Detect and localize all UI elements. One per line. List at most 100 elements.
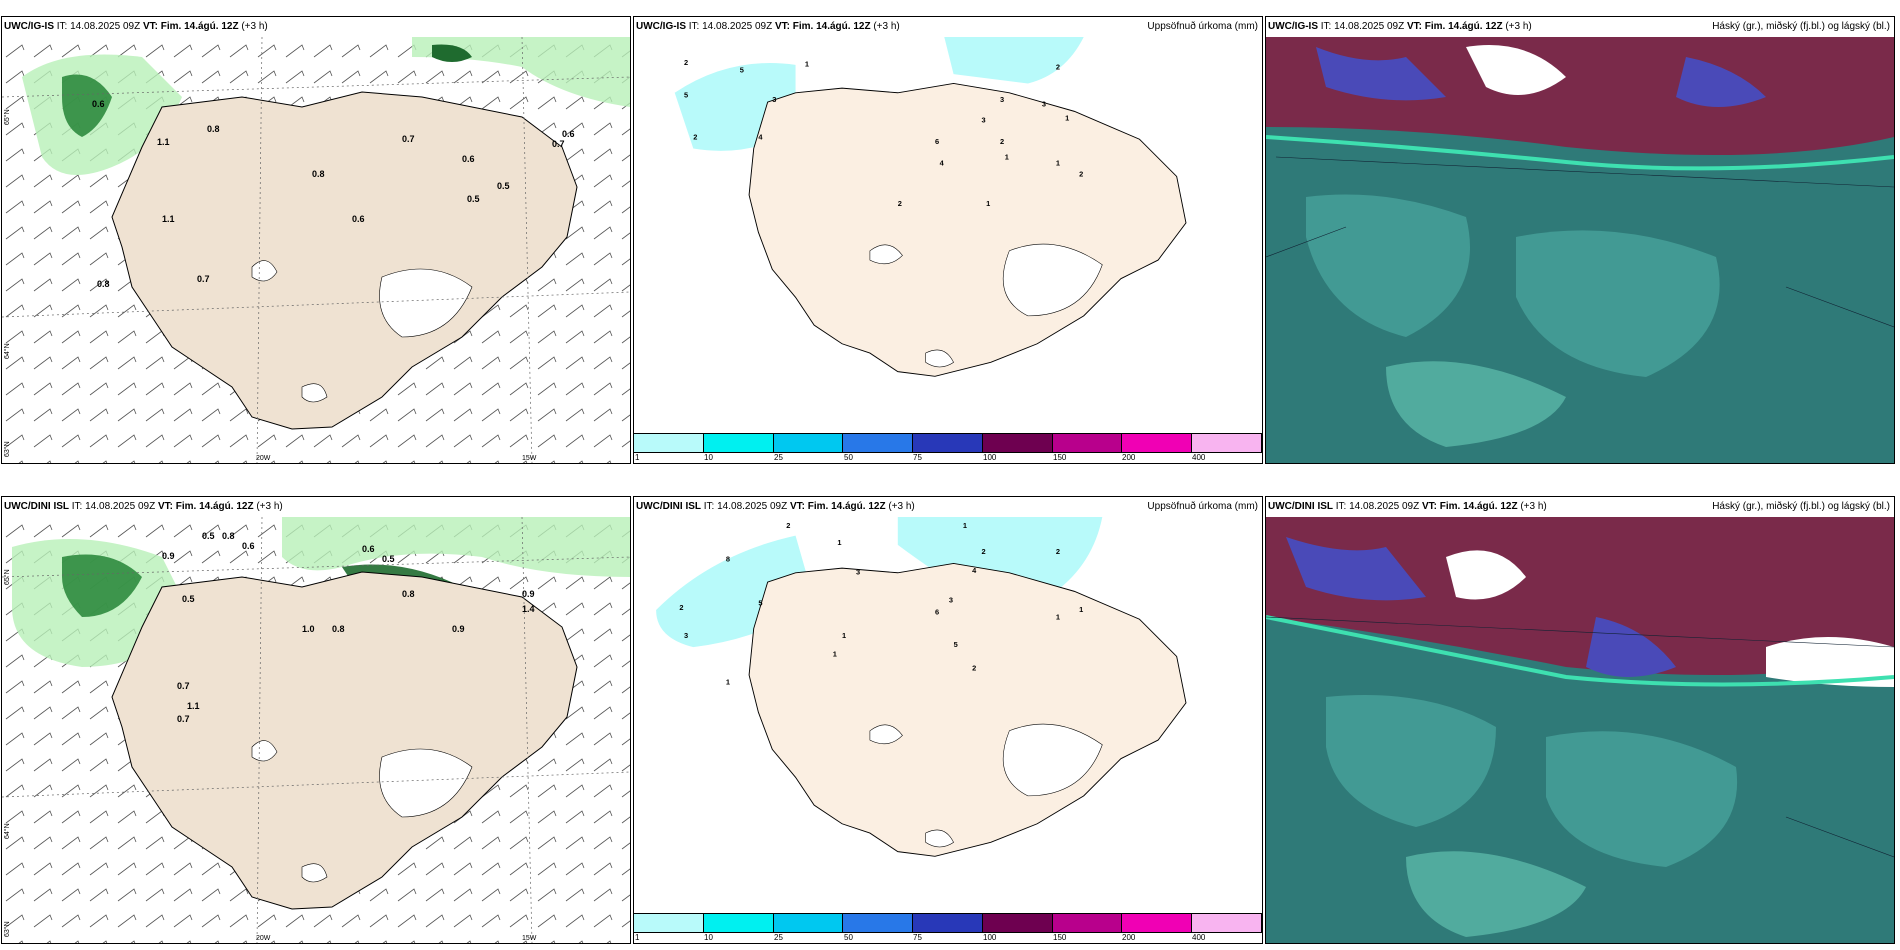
lat-label: 64°N	[4, 343, 11, 359]
value-label: 1	[726, 677, 730, 686]
value-label: 1	[1005, 153, 1009, 162]
cloud-title: Háský (gr.), miðský (fj.bl.) og lágský (…	[1712, 501, 1890, 512]
value-label: 2	[981, 547, 985, 556]
lat-label: 63°N	[4, 921, 11, 937]
panel-dini-wind: UWC/DINI ISL IT: 14.08.2025 09Z VT: Fim.…	[1, 496, 631, 944]
value-label: 3	[772, 95, 776, 104]
value-label: 0.8	[97, 279, 110, 289]
value-label: 6	[935, 608, 939, 617]
colorbar-tick: 75	[913, 933, 922, 942]
value-label: 2	[972, 663, 976, 672]
value-label: 0.7	[177, 681, 190, 691]
value-label: 0.7	[552, 139, 565, 149]
value-label: 4	[972, 566, 977, 575]
cloud-map	[1266, 37, 1894, 463]
precip-map: 2 1 3 8 2 5 6 3 1 2 4 1 5 1 2 3 1 2 1 1	[656, 517, 1240, 886]
value-label: 3	[981, 116, 985, 125]
value-label: 0.5	[467, 194, 480, 204]
value-label: 1	[805, 60, 809, 69]
panel-ig-precip: UWC/IG-IS IT: 14.08.2025 09Z VT: Fim. 14…	[633, 16, 1263, 464]
value-label: 1	[1065, 114, 1069, 123]
value-label: 2	[693, 132, 697, 141]
colorbar-tick: 200	[1122, 453, 1136, 462]
colorbar-tick: 150	[1053, 933, 1067, 942]
colorbar-ticks: 1 10 25 50 75 100 150 200 400	[634, 453, 1262, 463]
panel-ig-clouds: UWC/IG-IS IT: 14.08.2025 09Z VT: Fim. 14…	[1265, 16, 1895, 464]
colorbar-segment	[773, 434, 844, 452]
value-label: 3	[684, 631, 688, 640]
panel-dini-clouds: UWC/DINI ISL IT: 14.08.2025 09Z VT: Fim.…	[1265, 496, 1895, 944]
lon-label: 20W	[256, 935, 271, 942]
colorbar-segment	[634, 434, 704, 452]
panel-ig-wind: UWC/IG-IS IT: 14.08.2025 09Z VT: Fim. 14…	[1, 16, 631, 464]
value-label: 3	[1000, 95, 1004, 104]
value-label: 0.6	[362, 544, 375, 554]
value-label: 1.1	[187, 701, 200, 711]
value-label: 3	[949, 596, 953, 605]
precip-map: 2 5 1 5 3 2 4 6 2 3 1 2 3 4 1 2 1 3 2 1	[656, 37, 1240, 406]
colorbar-segment	[1052, 434, 1123, 452]
colorbar-tick: 400	[1192, 453, 1206, 462]
value-label: 0.5	[497, 181, 510, 191]
colorbar-tick: 200	[1122, 933, 1136, 942]
value-label: 1	[986, 199, 990, 208]
colorbar-segment	[1052, 914, 1123, 932]
colorbar-tick: 25	[774, 933, 783, 942]
value-label: 0.9	[162, 551, 175, 561]
value-label: 0.5	[182, 594, 195, 604]
value-label: 1.1	[157, 137, 170, 147]
colorbar-tick: 10	[704, 453, 713, 462]
panel-header: UWC/IG-IS IT: 14.08.2025 09Z VT: Fim. 14…	[636, 21, 900, 32]
value-label: 5	[740, 65, 744, 74]
value-label: 5	[684, 90, 688, 99]
value-label: 2	[786, 521, 790, 530]
value-label: 6	[935, 137, 939, 146]
cloud-map	[1266, 517, 1894, 943]
wind-precip-map: 0.5 0.8 0.6 0.9 0.7 1.0 0.8 0.6 0.5 0.9 …	[2, 517, 630, 943]
value-label: 1	[963, 521, 967, 530]
lat-label: 64°N	[4, 823, 11, 839]
value-label: 5	[954, 640, 958, 649]
colorbar-tick: 75	[913, 453, 922, 462]
lat-label: 65°N	[4, 569, 11, 585]
value-label: 8	[726, 555, 730, 564]
colorbar-tick: 25	[774, 453, 783, 462]
lon-label: 20W	[256, 455, 271, 462]
colorbar-segment	[703, 434, 774, 452]
value-label: 2	[684, 58, 688, 67]
value-label: 0.8	[222, 531, 235, 541]
colorbar-tick: 50	[844, 453, 853, 462]
value-label: 0.9	[452, 624, 465, 634]
value-label: 0.8	[332, 624, 345, 634]
lat-label: 63°N	[4, 441, 11, 457]
precip-colorbar	[634, 913, 1262, 933]
value-label: 0.7	[402, 134, 415, 144]
lon-label: 15W	[522, 455, 537, 462]
value-label: 0.8	[207, 124, 220, 134]
panel-header: UWC/DINI ISL IT: 14.08.2025 09Z VT: Fim.…	[4, 501, 283, 512]
value-label: 1	[833, 649, 837, 658]
value-label: 0.6	[352, 214, 365, 224]
panel-dini-precip: UWC/DINI ISL IT: 14.08.2025 09Z VT: Fim.…	[633, 496, 1263, 944]
value-label: 0.7	[197, 274, 210, 284]
value-label: 1.0	[302, 624, 315, 634]
colorbar-segment	[843, 434, 914, 452]
wind-precip-map: 0.6 0.8 1.1 0.7 0.8 0.6 0.7 0.5 0.6 0.8 …	[2, 37, 630, 463]
value-label: 1	[1056, 158, 1060, 167]
panel-header: UWC/DINI ISL IT: 14.08.2025 09Z VT: Fim.…	[1268, 501, 1547, 512]
colorbar-tick: 1	[635, 453, 640, 462]
value-label: 0.6	[462, 154, 475, 164]
value-label: 0.6	[562, 129, 575, 139]
lat-label: 65°N	[4, 109, 11, 125]
value-label: 2	[1000, 137, 1004, 146]
value-label: 1	[1056, 612, 1060, 621]
value-label: 4	[940, 158, 945, 167]
panel-header: UWC/DINI ISL IT: 14.08.2025 09Z VT: Fim.…	[636, 501, 915, 512]
precip-title: Uppsöfnuð úrkoma (mm)	[1147, 501, 1258, 512]
colorbar-segment	[1192, 434, 1262, 452]
colorbar-tick: 1	[635, 933, 640, 942]
colorbar-tick: 100	[983, 933, 997, 942]
value-label: 1	[842, 631, 846, 640]
colorbar-segment	[634, 914, 704, 932]
value-label: 3	[856, 568, 860, 577]
